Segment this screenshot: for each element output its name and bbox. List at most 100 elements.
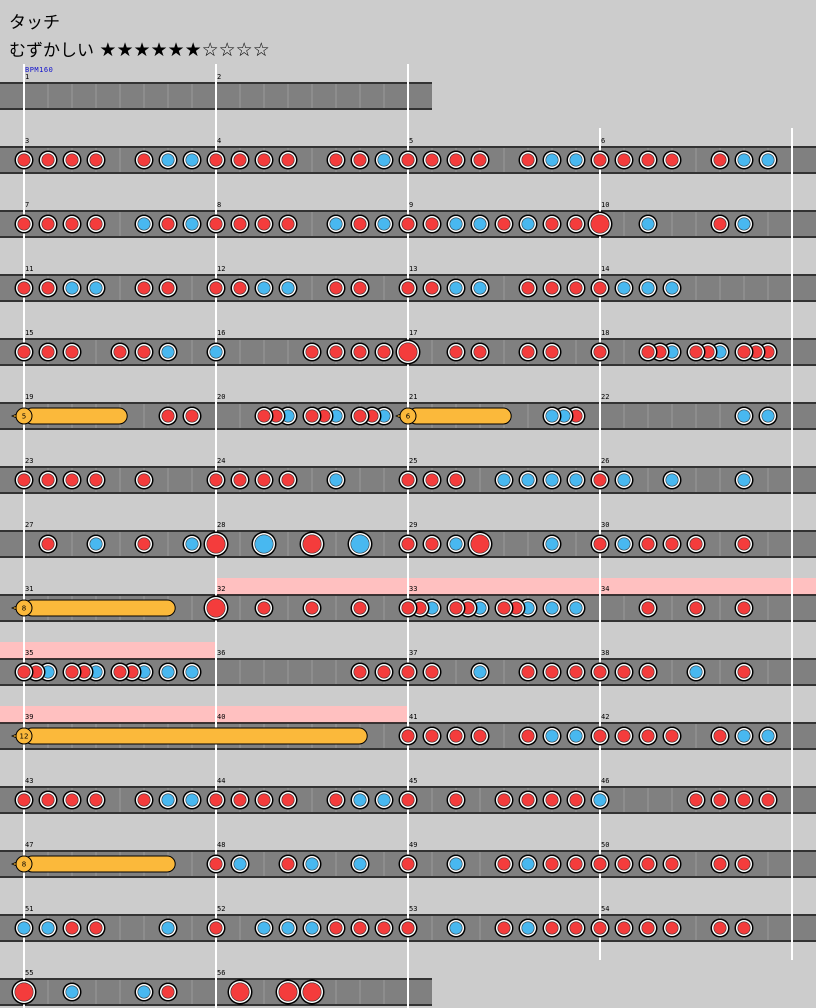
don-note <box>446 598 466 618</box>
don-note <box>542 662 562 682</box>
note-face <box>281 473 295 487</box>
note-face <box>209 153 223 167</box>
measure-number: 12 <box>217 265 225 273</box>
note-face <box>401 665 415 679</box>
ka-note <box>446 534 466 554</box>
note-face <box>569 665 583 679</box>
note-face <box>257 601 271 615</box>
don-note <box>110 662 130 682</box>
note-face <box>377 665 391 679</box>
measure-number: 5 <box>409 137 413 145</box>
note-face <box>401 857 415 871</box>
note-face <box>329 281 343 295</box>
ka-note <box>86 534 106 554</box>
don-note <box>182 406 202 426</box>
note-face <box>569 793 583 807</box>
don-note <box>206 918 226 938</box>
measure-number: 9 <box>409 201 413 209</box>
note-face <box>206 598 226 618</box>
ka-note <box>734 406 754 426</box>
note-face <box>257 217 271 231</box>
note-face <box>761 409 775 423</box>
measure-number: 42 <box>601 713 609 721</box>
note-face <box>377 153 391 167</box>
don-note <box>134 278 154 298</box>
measure-number: 4 <box>217 137 221 145</box>
ka-note <box>182 214 202 234</box>
note-face <box>401 729 415 743</box>
note-face <box>545 793 559 807</box>
don-note <box>614 918 634 938</box>
note-face <box>593 537 607 551</box>
note-face <box>497 921 511 935</box>
don-note <box>422 662 442 682</box>
note-face <box>449 601 463 615</box>
bpm-label: BPM160 <box>25 66 54 74</box>
note-face <box>521 793 535 807</box>
gogo-band <box>0 642 216 659</box>
don-note <box>230 150 250 170</box>
note-face <box>449 793 463 807</box>
don-note <box>206 150 226 170</box>
don-note <box>326 342 346 362</box>
note-face <box>161 281 175 295</box>
ka-note <box>758 406 778 426</box>
don-note <box>734 790 754 810</box>
measure-number: 15 <box>25 329 33 337</box>
measure-number: 13 <box>409 265 417 273</box>
don-note <box>254 470 274 490</box>
note-face <box>545 729 559 743</box>
don-note <box>542 278 562 298</box>
gogo-highlights <box>0 578 816 723</box>
note-face <box>233 281 247 295</box>
don-note <box>38 790 58 810</box>
measure-number: 23 <box>25 457 33 465</box>
measure-number: 40 <box>217 713 225 721</box>
don-note <box>590 726 610 746</box>
drumroll-bar <box>23 855 176 873</box>
don-note <box>662 854 682 874</box>
don-note <box>710 790 730 810</box>
note-face <box>41 793 55 807</box>
note-face <box>305 857 319 871</box>
note-face <box>449 217 463 231</box>
note-face <box>689 345 703 359</box>
note-face <box>41 537 55 551</box>
drumroll-head <box>15 727 33 745</box>
don-note <box>278 470 298 490</box>
don-note <box>638 534 658 554</box>
note-face <box>473 345 487 359</box>
note-face <box>593 345 607 359</box>
ka-note <box>278 278 298 298</box>
note-face <box>593 793 607 807</box>
note-face <box>449 473 463 487</box>
don-note <box>614 854 634 874</box>
measure-number: 28 <box>217 521 225 529</box>
don-note <box>566 278 586 298</box>
note-face <box>617 473 631 487</box>
note-face <box>545 409 559 423</box>
big-ka-note <box>251 531 277 557</box>
note-face <box>281 281 295 295</box>
don-note <box>686 342 706 362</box>
don-note <box>398 278 418 298</box>
note-face <box>14 982 34 1002</box>
don-note <box>470 726 490 746</box>
note-face <box>257 409 271 423</box>
note-face <box>545 473 559 487</box>
don-note <box>254 790 274 810</box>
note-face <box>737 153 751 167</box>
gogo-band <box>408 578 600 595</box>
note-face <box>521 729 535 743</box>
don-note <box>14 470 34 490</box>
note-face <box>617 153 631 167</box>
ka-note <box>182 534 202 554</box>
ka-note <box>566 598 586 618</box>
don-note <box>566 662 586 682</box>
note-face <box>353 857 367 871</box>
note-face <box>398 342 418 362</box>
note-face <box>545 537 559 551</box>
ka-note <box>470 214 490 234</box>
note-face <box>209 921 223 935</box>
